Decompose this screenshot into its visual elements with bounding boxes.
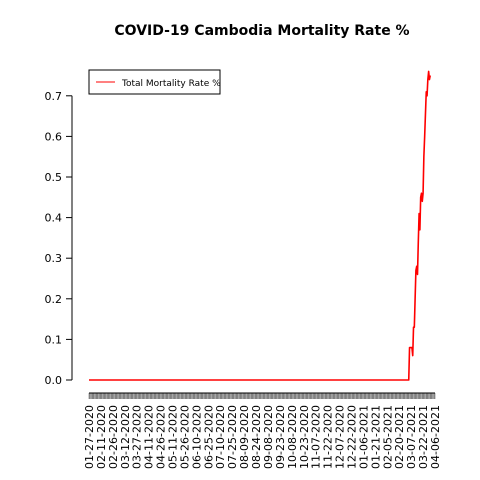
x-tick-label: 12-07-2020 [334, 405, 347, 469]
x-tick-label: 07-10-2020 [214, 405, 227, 469]
x-tick-label: 01-06-2021 [357, 405, 370, 469]
y-tick-label: 0.1 [45, 333, 63, 346]
chart-title: COVID-19 Cambodia Mortality Rate % [114, 23, 409, 39]
x-tick-label: 06-10-2020 [190, 405, 203, 469]
y-tick-label: 0.7 [45, 90, 63, 103]
x-tick-label: 02-11-2020 [95, 405, 108, 469]
x-axis: 01-27-202002-11-202002-26-202003-12-2020… [83, 392, 442, 469]
x-tick-label: 01-27-2020 [83, 405, 96, 469]
x-tick-label: 03-07-2021 [405, 405, 418, 469]
x-tick-label: 02-20-2021 [393, 405, 406, 469]
y-tick-label: 0.6 [45, 130, 63, 143]
y-tick-label: 0.0 [45, 374, 63, 387]
x-tick-label: 10-08-2020 [286, 405, 299, 469]
x-tick-label: 09-08-2020 [262, 405, 275, 469]
y-axis: 0.0 0.1 0.2 0.3 0.4 0.5 0.6 0.7 [45, 90, 73, 387]
x-tick-label: 04-26-2020 [155, 405, 168, 469]
y-tick-label: 0.4 [45, 212, 63, 225]
x-tick-label: 02-05-2021 [381, 405, 394, 469]
x-tick-label: 05-11-2020 [167, 405, 180, 469]
x-tick-label: 12-22-2020 [345, 405, 358, 469]
x-tick-label: 04-11-2020 [143, 405, 156, 469]
y-tick-label: 0.5 [45, 171, 63, 184]
x-tick-label: 03-22-2021 [417, 405, 430, 469]
x-tick-label: 03-27-2020 [131, 405, 144, 469]
x-tick-label: 11-07-2020 [310, 405, 323, 469]
x-tick-label: 04-06-2021 [429, 405, 442, 469]
x-tick-label: 09-23-2020 [274, 405, 287, 469]
x-tick-label: 08-09-2020 [238, 405, 251, 469]
x-tick-label: 03-12-2020 [119, 405, 132, 469]
x-tick-label: 11-22-2020 [322, 405, 335, 469]
x-tick-label: 07-25-2020 [226, 405, 239, 469]
x-tick-label: 01-21-2021 [369, 405, 382, 469]
legend-label: Total Mortality Rate % [121, 79, 221, 89]
x-tick-label: 05-26-2020 [178, 405, 191, 469]
plot-series [89, 70, 432, 381]
y-tick-label: 0.2 [45, 293, 63, 306]
x-tick-label: 08-24-2020 [250, 405, 263, 469]
x-tick-label: 10-23-2020 [298, 405, 311, 469]
x-tick-label: 06-25-2020 [202, 405, 215, 469]
x-tick-label: 02-26-2020 [107, 405, 120, 469]
series-line [89, 70, 432, 381]
y-tick-label: 0.3 [45, 252, 63, 265]
legend: Total Mortality Rate % [88, 69, 221, 95]
